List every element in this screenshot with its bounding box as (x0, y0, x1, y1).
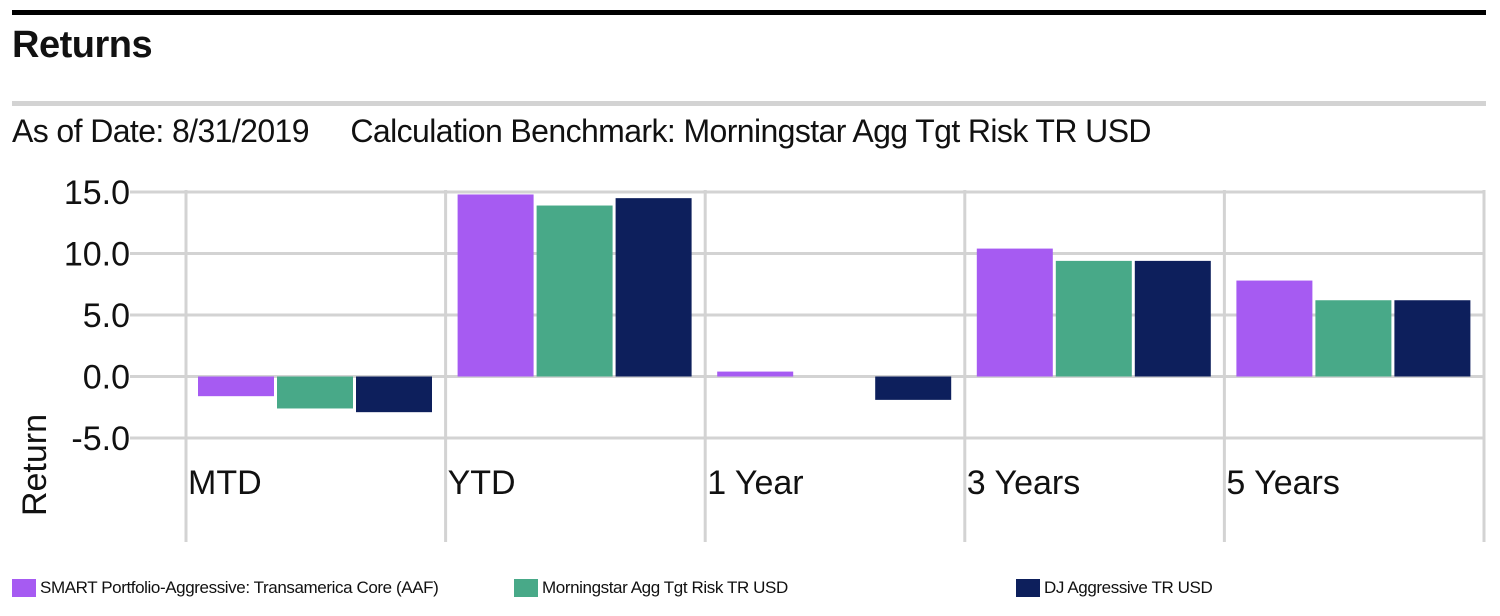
x-category-label: 5 Years (1226, 464, 1339, 502)
legend-item-series-1: SMART Portfolio-Aggressive: Transamerica… (12, 578, 439, 598)
top-rule (12, 10, 1486, 15)
as-of-date: As of Date: 8/31/2019 (12, 113, 310, 149)
bar (457, 194, 534, 377)
y-tick-label: 5.0 (83, 297, 130, 335)
legend-label-series-3: DJ Aggressive TR USD (1044, 578, 1213, 597)
chart-legend: SMART Portfolio-Aggressive: Transamerica… (0, 578, 1500, 604)
bar (1236, 280, 1313, 377)
legend-item-series-2: Morningstar Agg Tgt Risk TR USD (514, 578, 788, 598)
y-tick-label: 15.0 (64, 174, 130, 212)
benchmark-label: Calculation Benchmark: Morningstar Agg T… (350, 113, 1151, 149)
x-category-label: MTD (188, 464, 262, 502)
bar (615, 198, 692, 377)
legend-swatch-series-3 (1016, 579, 1040, 597)
bar (198, 376, 274, 397)
bar (1394, 300, 1471, 377)
y-tick-label: -5.0 (71, 420, 130, 458)
legend-swatch-series-1 (12, 579, 36, 597)
chart-subtitle: As of Date: 8/31/2019 Calculation Benchm… (12, 113, 1152, 150)
x-category-label: 3 Years (967, 464, 1080, 502)
legend-item-series-3: DJ Aggressive TR USD (1016, 578, 1213, 598)
legend-swatch-series-2 (514, 579, 538, 597)
bar (356, 376, 432, 413)
legend-label-series-2: Morningstar Agg Tgt Risk TR USD (542, 578, 788, 597)
bar (1134, 260, 1211, 377)
returns-bar-chart: 15.0 10.0 5.0 0.0 -5.0 Return MTD YTD 1 Year 3 Ye… (16, 174, 1486, 542)
bar (875, 376, 952, 400)
title-divider (12, 101, 1486, 106)
bar (717, 371, 794, 377)
y-tick-label: 10.0 (64, 236, 130, 274)
page-title: Returns (12, 24, 153, 66)
y-tick-label: 0.0 (83, 359, 130, 397)
bar (1055, 260, 1132, 377)
y-axis-label: Return (16, 414, 54, 516)
bar (536, 205, 613, 377)
legend-label-series-1: SMART Portfolio-Aggressive: Transamerica… (40, 578, 439, 597)
bar (976, 248, 1053, 377)
bar (1315, 300, 1392, 377)
x-category-label: YTD (448, 464, 516, 502)
x-category-label: 1 Year (707, 464, 803, 502)
bar (277, 376, 353, 409)
